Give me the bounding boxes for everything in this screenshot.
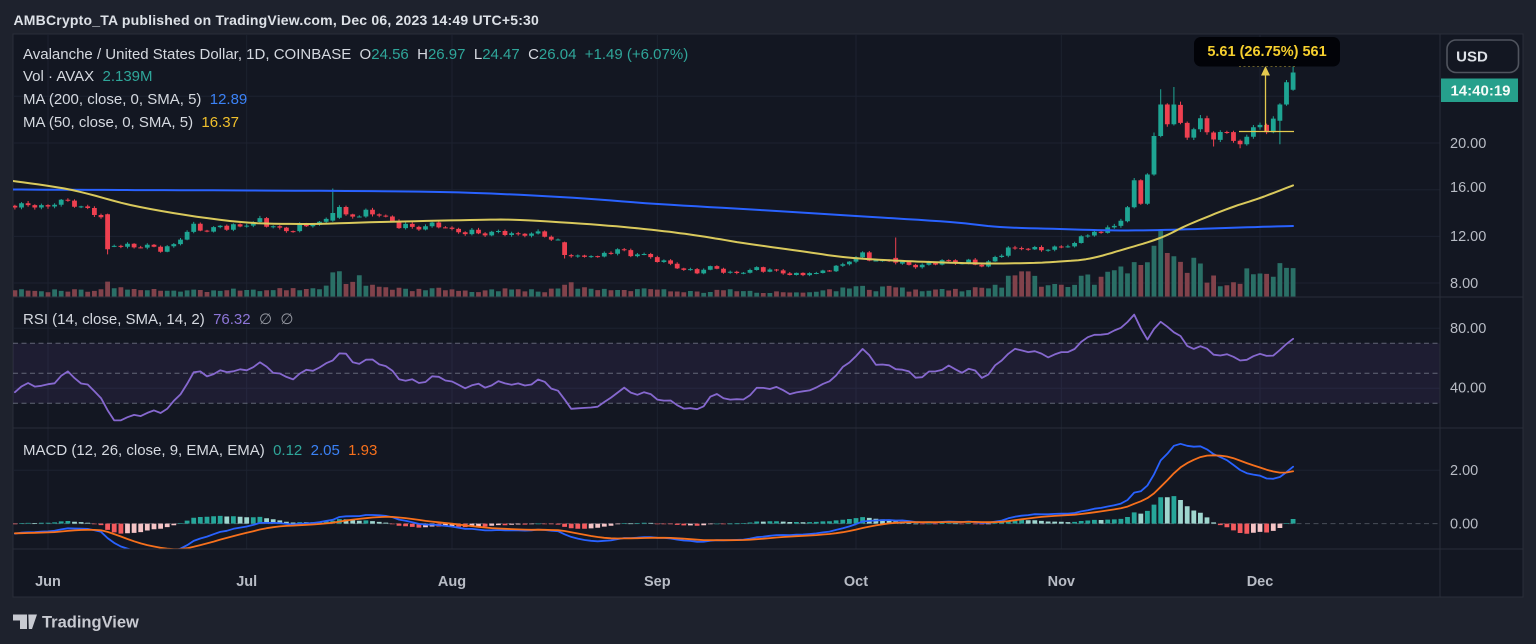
svg-text:Nov: Nov (1048, 574, 1075, 590)
svg-text:AMBCrypto_TA published on Trad: AMBCrypto_TA published on TradingView.co… (14, 12, 540, 28)
svg-text:MA (50, close, 0, SMA, 5) 16.: MA (50, close, 0, SMA, 5) 16.37 (23, 114, 239, 131)
svg-text:12.00: 12.00 (1450, 229, 1486, 245)
svg-text:8.00: 8.00 (1450, 276, 1478, 292)
svg-text:Aug: Aug (438, 574, 466, 590)
svg-text:2.00: 2.00 (1450, 463, 1478, 479)
svg-text:MA (200, close, 0, SMA, 5) 12: MA (200, close, 0, SMA, 5) 12.89 (23, 91, 247, 108)
svg-text:Jun: Jun (35, 574, 61, 590)
svg-text:USD: USD (1456, 49, 1488, 66)
svg-text:Oct: Oct (844, 574, 868, 590)
svg-text:RSI (14, close, SMA, 14, 2) 7: RSI (14, close, SMA, 14, 2) 76.32 ∅ ∅ (23, 311, 293, 328)
svg-text:Sep: Sep (644, 574, 671, 590)
svg-text:Dec: Dec (1247, 574, 1274, 590)
svg-text:0.00: 0.00 (1450, 517, 1478, 533)
svg-text:5.61 (26.75%) 561: 5.61 (26.75%) 561 (1207, 44, 1326, 60)
svg-text:80.00: 80.00 (1450, 321, 1486, 337)
svg-text:Avalanche / United States Doll: Avalanche / United States Dollar, 1D, CO… (23, 46, 688, 63)
svg-text:MACD (12, 26, close, 9, EMA, E: MACD (12, 26, close, 9, EMA, EMA) 0.12 2… (23, 442, 377, 459)
svg-text:40.00: 40.00 (1450, 380, 1486, 396)
svg-text:16.00: 16.00 (1450, 180, 1486, 196)
svg-text:14:40:19: 14:40:19 (1450, 83, 1510, 100)
svg-text:20.00: 20.00 (1450, 136, 1486, 152)
svg-text:Vol · AVAX 2.139M: Vol · AVAX 2.139M (23, 68, 153, 85)
svg-text:TradingView: TradingView (42, 614, 139, 632)
svg-text:Jul: Jul (236, 574, 257, 590)
